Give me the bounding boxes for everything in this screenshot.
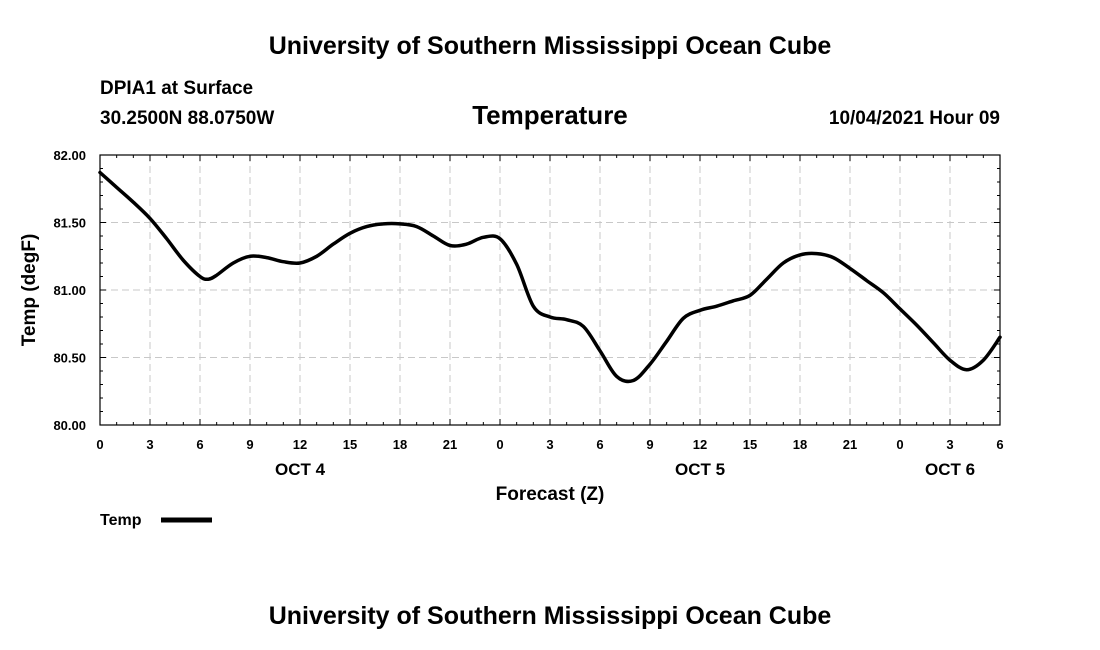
y-tick-label: 82.00 xyxy=(53,148,86,163)
y-tick-label: 81.50 xyxy=(53,216,86,231)
coordinates-label: 30.2500N 88.0750W xyxy=(100,108,274,129)
x-tick-label: 12 xyxy=(293,437,307,452)
x-tick-label: 15 xyxy=(343,437,357,452)
x-tick-label: 3 xyxy=(146,437,153,452)
day-labels: OCT 4 OCT 5 OCT 6 xyxy=(275,460,975,479)
grid xyxy=(100,155,1000,425)
station-label: DPIA1 at Surface xyxy=(100,78,253,99)
y-tick-label: 80.00 xyxy=(53,418,86,433)
y-axis-label: Temp (degF) xyxy=(19,234,40,347)
x-tick-label: 3 xyxy=(546,437,553,452)
temp-series-line xyxy=(98,170,1002,384)
x-tick-label: 0 xyxy=(896,437,903,452)
x-tick-label: 15 xyxy=(743,437,757,452)
y-axis: 80.00 80.50 81.00 81.50 82.00 xyxy=(53,148,1000,433)
x-axis-label: Forecast (Z) xyxy=(496,484,605,505)
x-tick-label: 21 xyxy=(443,437,457,452)
y-tick-label: 80.50 xyxy=(53,351,86,366)
x-tick-label: 18 xyxy=(393,437,407,452)
datetime-label: 10/04/2021 Hour 09 xyxy=(829,108,1000,129)
x-tick-label: 9 xyxy=(646,437,653,452)
day-label: OCT 6 xyxy=(925,460,975,479)
x-tick-label: 18 xyxy=(793,437,807,452)
x-tick-label: 6 xyxy=(596,437,603,452)
x-axis: 0 3 6 9 12 15 18 21 0 3 6 9 12 15 18 21 0 3 6 xyxy=(96,155,1004,452)
day-label: OCT 4 xyxy=(275,460,326,479)
x-tick-label: 6 xyxy=(996,437,1003,452)
plot-frame xyxy=(99,154,1001,426)
legend: Temp xyxy=(100,512,212,529)
day-label: OCT 5 xyxy=(675,460,725,479)
x-tick-label: 9 xyxy=(246,437,253,452)
x-tick-label: 21 xyxy=(843,437,857,452)
x-tick-label: 3 xyxy=(946,437,953,452)
chart-title: Temperature xyxy=(472,100,628,130)
x-tick-label: 0 xyxy=(96,437,103,452)
y-tick-label: 81.00 xyxy=(53,283,86,298)
x-tick-label: 0 xyxy=(496,437,503,452)
x-tick-label: 12 xyxy=(693,437,707,452)
top-title: University of Southern Mississippi Ocean… xyxy=(269,32,832,60)
legend-label: Temp xyxy=(100,512,142,529)
bottom-title: University of Southern Mississippi Ocean… xyxy=(269,602,832,630)
x-tick-label: 6 xyxy=(196,437,203,452)
